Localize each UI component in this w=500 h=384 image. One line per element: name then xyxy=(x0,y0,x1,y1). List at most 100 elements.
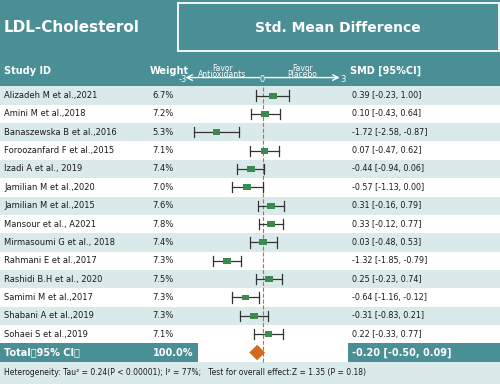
Bar xyxy=(0,270,500,288)
Bar xyxy=(267,203,274,209)
Text: Jamilian M et al.,2020: Jamilian M et al.,2020 xyxy=(4,183,95,192)
Text: Foroozanfard F et al.,2015: Foroozanfard F et al.,2015 xyxy=(4,146,114,155)
Text: -0.64 [-1.16, -0.12]: -0.64 [-1.16, -0.12] xyxy=(352,293,426,302)
Text: 7.4%: 7.4% xyxy=(152,238,174,247)
Text: 7.2%: 7.2% xyxy=(152,109,174,118)
Text: -1.72 [-2.58, -0.87]: -1.72 [-2.58, -0.87] xyxy=(352,128,427,137)
Text: 7.1%: 7.1% xyxy=(152,330,174,339)
Bar xyxy=(198,343,348,362)
Text: Favor: Favor xyxy=(292,64,313,73)
Polygon shape xyxy=(250,345,265,360)
Bar xyxy=(264,331,272,337)
Text: 7.0%: 7.0% xyxy=(152,183,174,192)
Text: Std. Mean Difference: Std. Mean Difference xyxy=(255,21,421,35)
Bar xyxy=(348,343,500,362)
Bar xyxy=(247,166,254,172)
Bar xyxy=(244,184,251,190)
Text: Favor: Favor xyxy=(212,64,233,73)
Text: 0.22 [-0.33, 0.77]: 0.22 [-0.33, 0.77] xyxy=(352,330,421,339)
Text: -0.44 [-0.94, 0.06]: -0.44 [-0.94, 0.06] xyxy=(352,164,424,174)
Text: Alizadeh M et al.,2021: Alizadeh M et al.,2021 xyxy=(4,91,98,100)
Bar xyxy=(224,258,231,264)
Text: 7.3%: 7.3% xyxy=(152,256,174,265)
Text: Banaszewska B et al.,2016: Banaszewska B et al.,2016 xyxy=(4,128,117,137)
Text: Jamilian M et al.,2015: Jamilian M et al.,2015 xyxy=(4,201,95,210)
Text: 7.3%: 7.3% xyxy=(152,311,174,320)
Bar xyxy=(0,197,500,215)
Bar xyxy=(250,313,258,319)
Text: Rahmani E et al.,2017: Rahmani E et al.,2017 xyxy=(4,256,97,265)
Bar xyxy=(0,160,500,178)
Bar xyxy=(348,270,500,288)
Bar xyxy=(348,86,500,105)
Text: Shabani A et al.,2019: Shabani A et al.,2019 xyxy=(4,311,94,320)
Text: Heterogeneity: Tau² = 0.24(P < 0.00001); I² = 77%;   Test for overall effect:Z =: Heterogeneity: Tau² = 0.24(P < 0.00001);… xyxy=(4,368,366,377)
Bar xyxy=(0,343,198,362)
Text: Study ID: Study ID xyxy=(4,66,51,76)
Bar xyxy=(0,233,500,252)
Text: Sohaei S et al.,2019: Sohaei S et al.,2019 xyxy=(4,330,88,339)
Bar xyxy=(348,123,500,141)
Text: Izadi A et al., 2019: Izadi A et al., 2019 xyxy=(4,164,82,174)
Bar xyxy=(0,0,500,56)
Text: 7.1%: 7.1% xyxy=(152,146,174,155)
Bar xyxy=(0,307,500,325)
Bar xyxy=(348,197,500,215)
Bar xyxy=(348,160,500,178)
Bar xyxy=(0,105,500,123)
Bar xyxy=(348,307,500,325)
Bar xyxy=(268,221,275,227)
Bar xyxy=(260,240,267,245)
Bar xyxy=(0,252,500,270)
Text: Mirmasoumi G et al., 2018: Mirmasoumi G et al., 2018 xyxy=(4,238,115,247)
Bar xyxy=(0,362,500,384)
Text: 0.03 [-0.48, 0.53]: 0.03 [-0.48, 0.53] xyxy=(352,238,421,247)
Text: 0.39 [-0.23, 1.00]: 0.39 [-0.23, 1.00] xyxy=(352,91,421,100)
Text: Placebo: Placebo xyxy=(288,70,318,79)
Text: LDL-Cholesterol: LDL-Cholesterol xyxy=(4,20,140,35)
Text: 0.33 [-0.12, 0.77]: 0.33 [-0.12, 0.77] xyxy=(352,220,421,228)
Text: -1.32 [-1.85, -0.79]: -1.32 [-1.85, -0.79] xyxy=(352,256,427,265)
Bar xyxy=(0,86,500,105)
Text: Mansour et al., A2021: Mansour et al., A2021 xyxy=(4,220,96,228)
Bar xyxy=(213,129,220,135)
Text: 0.10 [-0.43, 0.64]: 0.10 [-0.43, 0.64] xyxy=(352,109,420,118)
Text: 6.7%: 6.7% xyxy=(152,91,174,100)
Text: -0.20 [-0.50, 0.09]: -0.20 [-0.50, 0.09] xyxy=(352,348,451,358)
Text: -3: -3 xyxy=(178,75,186,84)
Text: Weight: Weight xyxy=(150,66,189,76)
Bar xyxy=(266,276,273,282)
Text: 100.0%: 100.0% xyxy=(152,348,193,358)
Bar xyxy=(0,215,500,233)
Text: 7.4%: 7.4% xyxy=(152,164,174,174)
Bar xyxy=(0,288,500,307)
Text: -0.57 [-1.13, 0.00]: -0.57 [-1.13, 0.00] xyxy=(352,183,424,192)
Text: 7.8%: 7.8% xyxy=(152,220,174,228)
Bar xyxy=(262,111,269,117)
Text: 7.6%: 7.6% xyxy=(152,201,174,210)
Text: -0.31 [-0.83, 0.21]: -0.31 [-0.83, 0.21] xyxy=(352,311,424,320)
Bar xyxy=(260,148,268,154)
Text: 0: 0 xyxy=(260,75,265,84)
Bar xyxy=(0,178,500,197)
Text: 7.5%: 7.5% xyxy=(152,275,174,284)
Text: 0.31 [-0.16, 0.79]: 0.31 [-0.16, 0.79] xyxy=(352,201,421,210)
Bar xyxy=(269,93,276,99)
Text: Total（95% CI）: Total（95% CI） xyxy=(4,348,80,358)
Bar xyxy=(242,295,250,300)
Text: 3: 3 xyxy=(340,75,345,84)
Text: 5.3%: 5.3% xyxy=(152,128,174,137)
Text: 0.25 [-0.23, 0.74]: 0.25 [-0.23, 0.74] xyxy=(352,275,421,284)
Text: Rashidi B.H et al., 2020: Rashidi B.H et al., 2020 xyxy=(4,275,102,284)
Text: Amini M et al.,2018: Amini M et al.,2018 xyxy=(4,109,86,118)
Bar xyxy=(0,123,500,141)
Text: 7.3%: 7.3% xyxy=(152,293,174,302)
Bar xyxy=(348,233,500,252)
Text: 0.07 [-0.47, 0.62]: 0.07 [-0.47, 0.62] xyxy=(352,146,421,155)
Bar xyxy=(0,56,500,86)
Text: Samimi M et al.,2017: Samimi M et al.,2017 xyxy=(4,293,93,302)
Bar xyxy=(0,325,500,343)
Text: SMD [95%CI]: SMD [95%CI] xyxy=(350,66,421,76)
Text: Antioxidants: Antioxidants xyxy=(198,70,246,79)
Bar xyxy=(0,141,500,160)
